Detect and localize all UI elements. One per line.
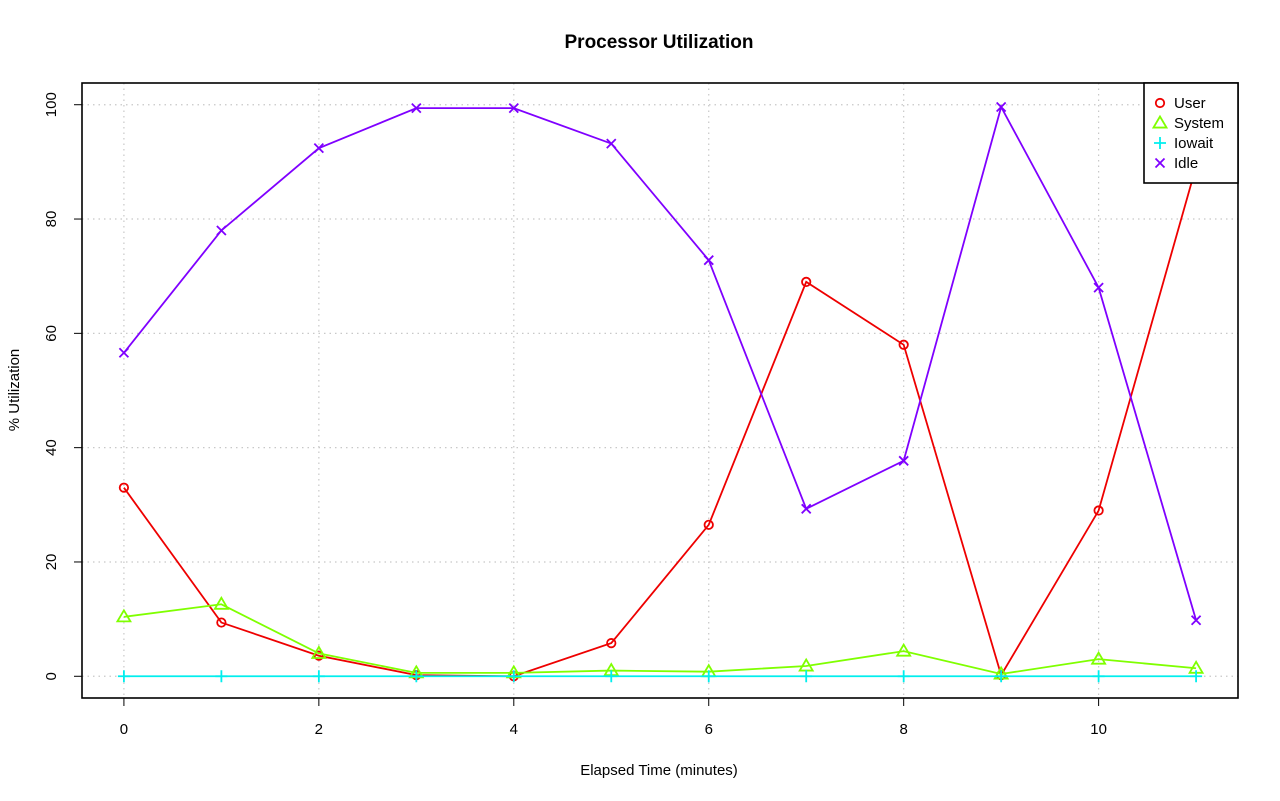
y-axis-label: % Utilization [6,349,23,432]
legend-marker-idle [1154,157,1166,169]
data-point-idle [703,255,714,266]
data-point-system [1090,650,1107,665]
data-point-iowait [897,670,910,683]
data-point-user [216,617,227,628]
data-point-iowait [605,670,618,683]
data-point-system [310,645,327,659]
data-point-system [895,642,912,657]
data-point-idle [1093,282,1104,293]
data-point-iowait [507,670,520,683]
y-tick-label: 100 [43,92,60,117]
legend-entry-iowait: Iowait [1154,135,1214,152]
data-point-idle [313,143,324,154]
data-point-idle [1190,615,1202,626]
x-tick-label: 4 [510,721,518,738]
y-tick-label: 40 [43,439,60,456]
data-point-iowait [312,670,325,683]
data-point-idle [801,503,812,514]
x-tick-label: 2 [315,721,323,738]
data-point-idle [508,103,519,114]
legend-entry-user: User [1154,95,1206,112]
data-point-idle [216,225,227,236]
legend-label-iowait: Iowait [1174,135,1214,152]
data-point-iowait [410,670,423,683]
series-iowait [117,670,1203,683]
series-user [118,161,1202,682]
data-point-user [898,339,909,350]
y-tick-label: 0 [43,672,60,680]
x-tick-label: 8 [900,721,908,738]
y-tick-label: 60 [43,325,60,342]
series-layer [115,101,1205,683]
data-point-idle [996,101,1007,113]
x-tick-label: 0 [120,721,128,738]
series-idle [118,101,1202,626]
plot-frame [81,82,1239,699]
x-tick-label: 10 [1090,721,1107,738]
data-point-system [213,595,230,610]
data-point-idle [411,103,422,114]
y-tick-label: 80 [43,211,60,228]
data-point-user [118,482,130,493]
grid-lines [82,83,1238,698]
y-tick-label: 20 [43,554,60,571]
data-point-idle [898,455,909,466]
data-point-idle [118,347,130,358]
legend-entry-idle: Idle [1154,155,1198,172]
legend-entry-system: System [1151,114,1224,132]
data-point-iowait [1092,670,1105,683]
legend: User System Iowait Idle [1143,82,1239,184]
data-point-iowait [117,670,130,683]
legend-label-system: System [1174,115,1224,132]
data-point-idle [606,138,617,149]
legend-marker-system [1151,114,1169,129]
x-tick-label: 6 [705,721,713,738]
legend-marker-iowait [1154,137,1166,149]
data-point-iowait [215,670,228,683]
series-line-idle [123,104,1197,621]
data-point-iowait [800,670,813,683]
data-point-iowait [1190,670,1203,683]
data-point-iowait [995,670,1008,683]
x-axis-label: Elapsed Time (minutes) [580,762,738,779]
data-point-user [1093,505,1104,516]
legend-label-idle: Idle [1174,155,1198,172]
series-line-user [123,166,1197,678]
data-point-user [801,276,812,288]
legend-label-user: User [1174,95,1206,112]
legend-marker-user [1154,97,1166,109]
data-point-iowait [702,670,715,683]
series-line-system [123,603,1197,675]
data-point-system [115,608,132,623]
data-point-user [606,638,617,649]
chart-title: Processor Utilization [565,32,754,53]
data-point-user [703,519,714,530]
